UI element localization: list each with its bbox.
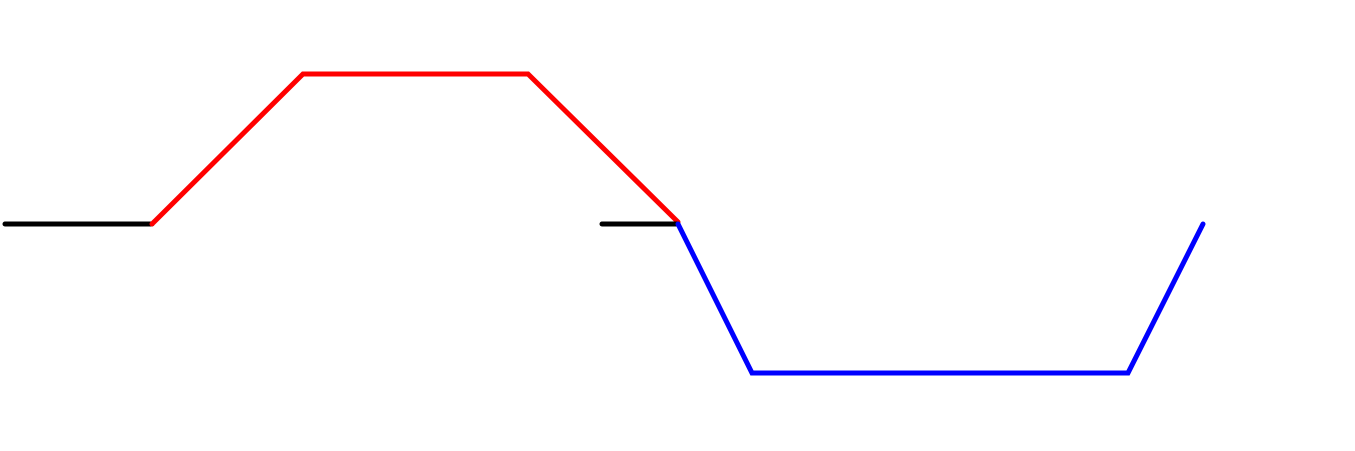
lowered-pulse <box>675 221 1206 376</box>
raised-pulse <box>149 71 681 227</box>
